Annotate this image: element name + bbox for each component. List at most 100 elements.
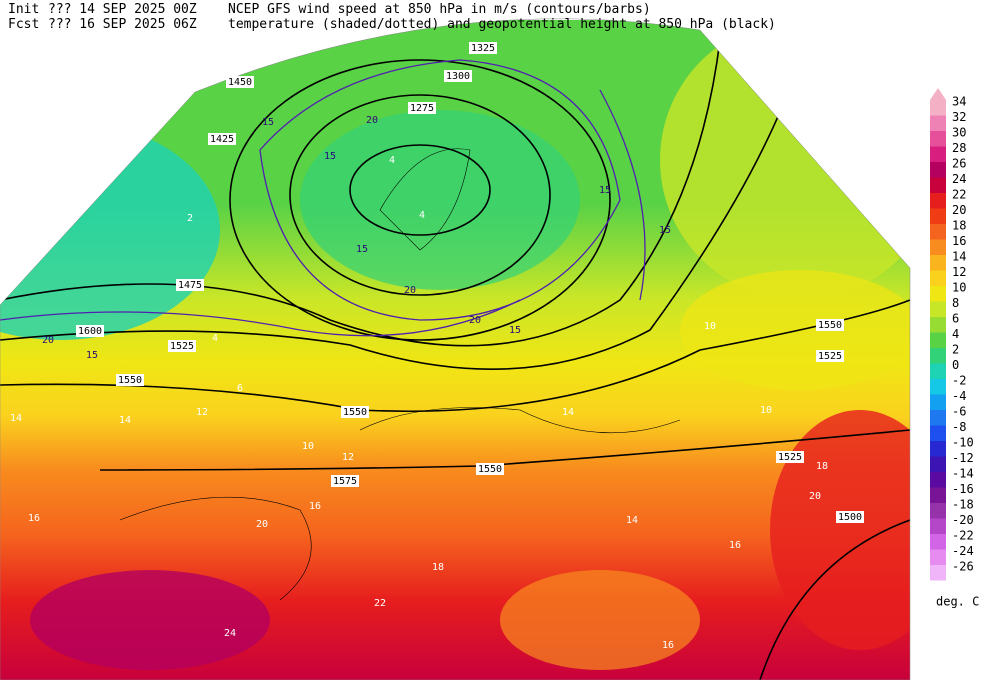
- colorbar-label: 18: [952, 219, 966, 233]
- title-line-1: NCEP GFS wind speed at 850 hPa in m/s (c…: [228, 2, 651, 17]
- colorbar-swatch: [930, 379, 946, 395]
- wind-label: 20: [42, 335, 54, 346]
- height-label: 1550: [818, 320, 842, 331]
- colorbar-swatch: [930, 270, 946, 286]
- colorbar-label: 30: [952, 126, 966, 140]
- colorbar-swatch: [930, 317, 946, 333]
- colorbar-swatch: [930, 565, 946, 581]
- colorbar-swatch: [930, 410, 946, 426]
- wind-label: 20: [404, 285, 416, 296]
- colorbar-label: -18: [952, 498, 974, 512]
- height-label-bg: [208, 133, 236, 145]
- wind-label: 15: [509, 325, 521, 336]
- colorbar-label: 0: [952, 358, 959, 372]
- height-label: 1425: [210, 134, 234, 145]
- colorbar-swatch: [930, 193, 946, 209]
- colorbar-swatch: [930, 394, 946, 410]
- wind-label: 15: [262, 117, 274, 128]
- temperature-label: 22: [374, 598, 386, 609]
- colorbar-label: -8: [952, 420, 966, 434]
- temperature-label: 16: [309, 501, 321, 512]
- temperature-label: 14: [562, 407, 574, 418]
- colorbar-label: -14: [952, 467, 974, 481]
- temperature-label: 4: [212, 333, 218, 344]
- colorbar-swatch: [930, 100, 946, 116]
- temperature-label: 16: [28, 513, 40, 524]
- colorbar-label: 8: [952, 296, 959, 310]
- colorbar-swatch: [930, 301, 946, 317]
- colorbar-label: 10: [952, 281, 966, 295]
- height-label-bg: [836, 511, 864, 523]
- colorbar-label: 26: [952, 157, 966, 171]
- fcst-label: Fcst: [8, 17, 39, 32]
- colorbar-swatch: [930, 534, 946, 550]
- temperature-label: 14: [10, 413, 22, 424]
- colorbar-arrow: [930, 88, 946, 100]
- temperature-label: 6: [237, 383, 243, 394]
- wind-label: 15: [659, 225, 671, 236]
- height-label-bg: [116, 374, 144, 386]
- colorbar-swatch: [930, 208, 946, 224]
- height-label-bg: [331, 475, 359, 487]
- colorbar-swatch: [930, 503, 946, 519]
- colorbar-label: -22: [952, 529, 974, 543]
- height-label: 1325: [471, 43, 495, 54]
- colorbar-label: -26: [952, 560, 974, 574]
- colorbar-label: -4: [952, 389, 966, 403]
- colorbar-swatch: [930, 177, 946, 193]
- height-label-bg: [816, 319, 844, 331]
- temperature-label: 10: [302, 441, 314, 452]
- colorbar-label: -16: [952, 482, 974, 496]
- height-label: 1525: [818, 351, 842, 362]
- init-run: ??? 14 SEP 2025 00Z: [48, 2, 197, 17]
- height-label: 1275: [410, 103, 434, 114]
- temperature-label: 16: [662, 640, 674, 651]
- colorbar-swatch: [930, 472, 946, 488]
- init-label: Init: [8, 2, 39, 17]
- temperature-label: 16: [729, 540, 741, 551]
- colorbar-swatch: [930, 115, 946, 131]
- colorbar-label: -20: [952, 513, 974, 527]
- height-label: 1525: [778, 452, 802, 463]
- temperature-label: 24: [224, 628, 236, 639]
- height-label-bg: [176, 279, 204, 291]
- wind-label: 15: [86, 350, 98, 361]
- height-label: 1600: [78, 326, 102, 337]
- colorbar-swatch: [930, 425, 946, 441]
- colorbar-label: -24: [952, 544, 974, 558]
- map-area: [0, 20, 910, 680]
- colorbar-label: -6: [952, 405, 966, 419]
- colorbar-label: -2: [952, 374, 966, 388]
- temperature-label: 20: [256, 519, 268, 530]
- colorbar-label: 34: [952, 95, 966, 109]
- colorbar-swatch: [930, 332, 946, 348]
- colorbar-swatch: [930, 255, 946, 271]
- wind-label: 20: [366, 115, 378, 126]
- temperature-label: 2: [187, 213, 193, 224]
- colorbar-label: 4: [952, 327, 959, 341]
- temperature-label: 4: [419, 210, 425, 221]
- temperature-label: 14: [119, 415, 131, 426]
- height-label: 1450: [228, 77, 252, 88]
- colorbar-swatch: [930, 456, 946, 472]
- height-label-bg: [469, 42, 497, 54]
- colorbar-label: 16: [952, 234, 966, 248]
- colorbar-swatch: [930, 146, 946, 162]
- temperature-label: 14: [626, 515, 638, 526]
- height-label: 1550: [343, 407, 367, 418]
- temperature-label: 20: [809, 491, 821, 502]
- colorbar-swatch: [930, 363, 946, 379]
- colorbar-label: 12: [952, 265, 966, 279]
- height-label-bg: [168, 340, 196, 352]
- height-label: 1550: [478, 464, 502, 475]
- temperature-label: 18: [432, 562, 444, 573]
- colorbar-label: -12: [952, 451, 974, 465]
- colorbar-swatch: [930, 518, 946, 534]
- wind-label: 15: [599, 185, 611, 196]
- height-label: 1475: [178, 280, 202, 291]
- title-line-2: temperature (shaded/dotted) and geopoten…: [228, 17, 776, 32]
- colorbar-label: 32: [952, 110, 966, 124]
- colorbar-swatch: [930, 224, 946, 240]
